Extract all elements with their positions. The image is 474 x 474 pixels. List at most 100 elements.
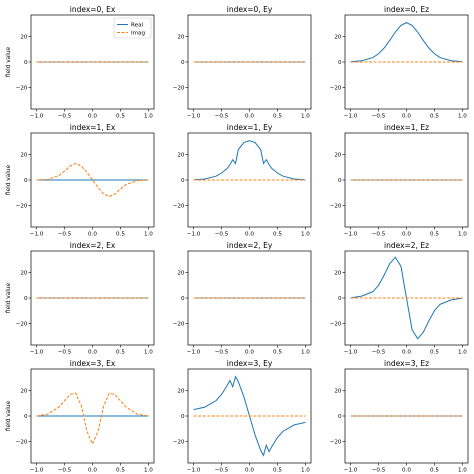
x-tick-label: −0.5 <box>58 350 72 356</box>
subplot-title: index=0, Ex <box>70 5 116 14</box>
series-imag-line <box>36 392 149 446</box>
x-tick-label: 0.0 <box>402 350 411 356</box>
y-tick-label: −20 <box>173 321 185 327</box>
y-tick-label: 20 <box>20 35 28 41</box>
subplot-7: index=2, Ey −1.0 −0.5 0.0 0.5 1.0 −20 0 20 <box>173 241 312 356</box>
y-tick-label: −20 <box>16 321 28 327</box>
x-tick-label: 0.5 <box>430 232 439 238</box>
subplot-5: index=1, Ez −1.0 −0.5 0.0 0.5 1.0 −20 0 20 <box>330 123 469 238</box>
x-tick-label: −1.0 <box>344 350 358 356</box>
subplot-title: index=1, Ez <box>384 123 429 132</box>
subplot-3: index=1, Ex −1.0 −0.5 0.0 0.5 1.0 −20 0 20 field … <box>6 123 155 238</box>
y-tick-label: 20 <box>334 153 342 159</box>
y-tick-label: 0 <box>181 296 185 302</box>
subplot-6: index=2, Ex −1.0 −0.5 0.0 0.5 1.0 −20 0 20 field … <box>6 241 155 356</box>
y-tick-label: 0 <box>24 296 28 302</box>
y-tick-label: −20 <box>16 85 28 91</box>
subplot-2: index=0, Ez −1.0 −0.5 0.0 0.5 1.0 −20 0 20 <box>330 5 469 120</box>
subplot-title: index=1, Ey <box>227 123 273 132</box>
x-tick-label: −1.0 <box>30 350 44 356</box>
x-tick-label: 0.5 <box>430 350 439 356</box>
subplot-10: index=3, Ey−1.0−0.50.00.51.0−20020y posi… <box>173 359 312 474</box>
x-tick-label: −0.5 <box>372 114 386 120</box>
x-tick-label: 1.0 <box>458 350 467 356</box>
x-tick-label: 1.0 <box>301 350 310 356</box>
x-tick-label: −0.5 <box>372 232 386 238</box>
y-axis-label: field value <box>6 164 12 195</box>
x-tick-label: 0.0 <box>88 350 97 356</box>
x-tick-label: 1.0 <box>144 350 153 356</box>
subplot-11: index=3, Ez−1.0−0.50.00.51.0−20020y posi… <box>330 359 469 474</box>
x-tick-label: 0.5 <box>116 468 125 474</box>
x-tick-label: 1.0 <box>458 232 467 238</box>
x-tick-label: −0.5 <box>215 232 229 238</box>
series-imag-line <box>36 162 149 198</box>
y-tick-label: 20 <box>334 35 342 41</box>
x-tick-label: −0.5 <box>372 350 386 356</box>
x-tick-label: 0.0 <box>88 114 97 120</box>
y-tick-label: −20 <box>16 439 28 445</box>
y-tick-label: 0 <box>24 178 28 184</box>
x-tick-label: −0.5 <box>215 114 229 120</box>
x-tick-label: −0.5 <box>215 350 229 356</box>
x-tick-label: 1.0 <box>144 468 153 474</box>
x-tick-label: 1.0 <box>144 114 153 120</box>
y-tick-label: 20 <box>177 271 185 277</box>
x-tick-label: 0.5 <box>273 468 282 474</box>
x-tick-label: 0.0 <box>245 232 254 238</box>
series-real-line <box>350 22 463 63</box>
subplot-title: index=3, Ez <box>384 359 429 368</box>
x-tick-label: −1.0 <box>187 350 201 356</box>
x-tick-label: 0.5 <box>273 232 282 238</box>
x-tick-label: 0.0 <box>88 232 97 238</box>
x-tick-label: 1.0 <box>301 468 310 474</box>
subplot-4: index=1, Ey −1.0 −0.5 0.0 0.5 1.0 −20 0 20 <box>173 123 312 238</box>
subplot-0: index=0, Ex −1.0 −0.5 0.0 0.5 1.0 −20 0 20 field … <box>6 5 155 120</box>
x-tick-label: 0.0 <box>245 350 254 356</box>
x-tick-label: 1.0 <box>301 232 310 238</box>
y-tick-label: 0 <box>24 414 28 420</box>
subplot-8: index=2, Ez −1.0 −0.5 0.0 0.5 1.0 −20 0 20 <box>330 241 469 356</box>
x-tick-label: 0.5 <box>430 114 439 120</box>
y-tick-label: 0 <box>181 60 185 66</box>
y-tick-label: −20 <box>173 85 185 91</box>
x-tick-label: −0.5 <box>58 468 72 474</box>
y-tick-label: 20 <box>20 271 28 277</box>
x-tick-label: −1.0 <box>30 232 44 238</box>
y-tick-label: 0 <box>181 178 185 184</box>
x-tick-label: −1.0 <box>344 232 358 238</box>
x-tick-label: −0.5 <box>372 468 386 474</box>
y-tick-label: 0 <box>181 414 185 420</box>
x-tick-label: 1.0 <box>458 114 467 120</box>
y-tick-label: 0 <box>338 414 342 420</box>
y-tick-label: 0 <box>338 296 342 302</box>
x-tick-label: 0.0 <box>402 468 411 474</box>
x-tick-label: 0.0 <box>245 468 254 474</box>
x-tick-label: 0.5 <box>116 350 125 356</box>
x-tick-label: 0.0 <box>88 468 97 474</box>
y-tick-label: 20 <box>20 389 28 395</box>
subplot-title: index=1, Ex <box>70 123 116 132</box>
x-tick-label: 1.0 <box>301 114 310 120</box>
subplot-title: index=0, Ez <box>384 5 429 14</box>
subplot-title: index=2, Ey <box>227 241 273 250</box>
subplot-title: index=2, Ez <box>384 241 429 250</box>
x-tick-label: −0.5 <box>58 232 72 238</box>
x-tick-label: 0.0 <box>402 232 411 238</box>
y-axis-label: field value <box>6 282 12 313</box>
y-tick-label: 20 <box>334 271 342 277</box>
y-axis-label: field value <box>6 400 12 431</box>
subplot-title: index=3, Ey <box>227 359 273 368</box>
y-tick-label: 0 <box>24 60 28 66</box>
x-tick-label: 0.0 <box>245 114 254 120</box>
y-tick-label: 20 <box>177 35 185 41</box>
y-tick-label: 20 <box>177 389 185 395</box>
x-tick-label: −1.0 <box>30 114 44 120</box>
x-tick-label: −1.0 <box>30 468 44 474</box>
y-tick-label: −20 <box>330 203 342 209</box>
y-tick-label: −20 <box>16 203 28 209</box>
subplot-1: index=0, Ey −1.0 −0.5 0.0 0.5 1.0 −20 0 20 <box>173 5 312 120</box>
subplot-title: index=2, Ex <box>70 241 116 250</box>
x-tick-label: −0.5 <box>215 468 229 474</box>
